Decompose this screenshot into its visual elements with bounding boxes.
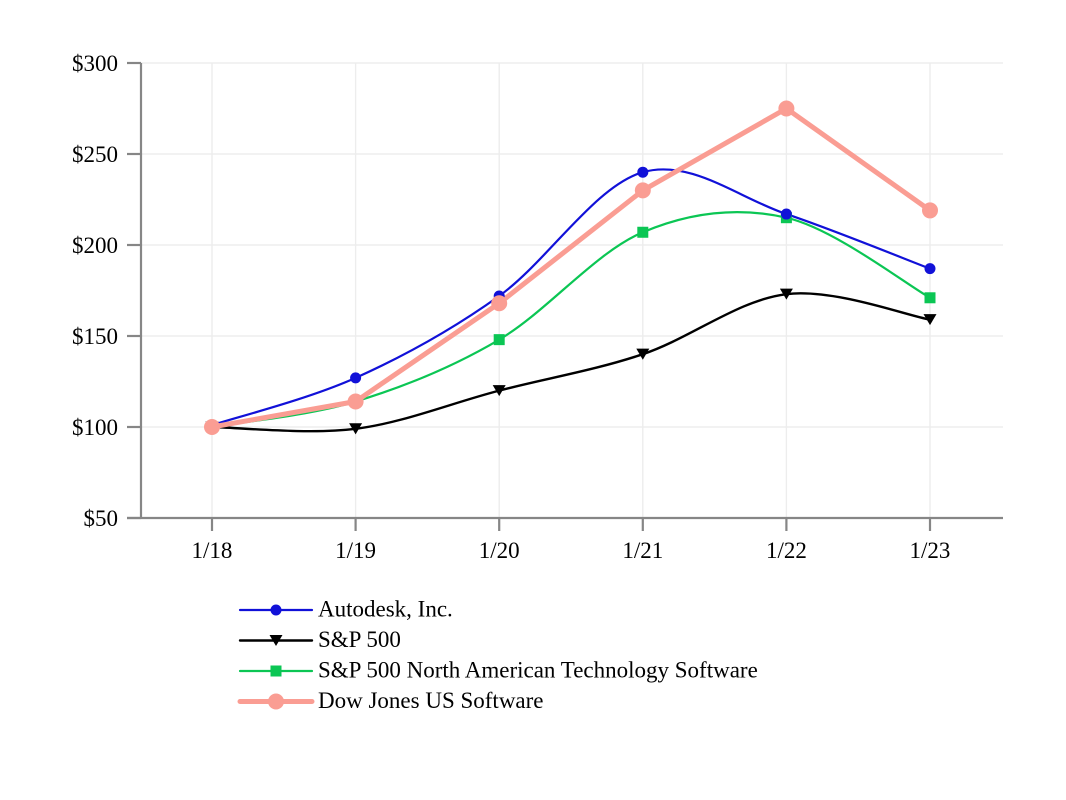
- data-point-marker: [924, 292, 936, 304]
- y-tick-label: $300: [72, 51, 118, 76]
- chart-legend: Autodesk, Inc. S&P 500 S&P 500 North Ameri…: [237, 596, 758, 713]
- data-point-marker: [780, 208, 792, 220]
- data-point-marker: [492, 385, 506, 397]
- legend-marker-swatch: [269, 634, 283, 647]
- data-point-marker: [922, 202, 938, 219]
- y-tick-label: $150: [72, 324, 118, 349]
- chart-axes: [127, 63, 1003, 520]
- data-point-marker: [349, 423, 363, 435]
- data-point-marker: [493, 334, 505, 346]
- data-point-marker: [779, 288, 793, 300]
- series-markers-group: [204, 100, 938, 435]
- data-point-marker: [637, 226, 649, 238]
- legend-label: S&P 500: [318, 627, 401, 652]
- legend-marker-swatch: [270, 604, 282, 616]
- series-lines-group: [209, 106, 933, 433]
- series-line: [210, 292, 932, 433]
- data-point-marker: [778, 100, 795, 117]
- data-point-marker: [634, 182, 651, 199]
- data-point-marker: [637, 166, 649, 178]
- x-tick-label: 1/21: [622, 538, 663, 563]
- series-line: [210, 168, 932, 427]
- x-tick-label: 1/18: [192, 538, 233, 563]
- data-point-marker: [347, 393, 364, 410]
- y-tick-label: $50: [84, 506, 119, 531]
- y-axis-ticks: [127, 61, 141, 520]
- x-axis-ticks: [210, 518, 932, 531]
- legend-marker-swatch: [270, 665, 282, 677]
- data-point-marker: [204, 419, 220, 435]
- legend-marker-swatch: [268, 693, 284, 710]
- y-tick-label: $200: [72, 233, 118, 258]
- legend-label: Dow Jones US Software: [318, 688, 544, 713]
- data-point-marker: [923, 314, 937, 326]
- x-tick-label: 1/23: [910, 538, 951, 563]
- x-tick-label: 1/20: [479, 538, 520, 563]
- x-tick-label: 1/22: [766, 538, 807, 563]
- series-line: [209, 106, 933, 430]
- y-tick-label: $100: [72, 415, 118, 440]
- data-point-marker: [924, 263, 936, 275]
- y-tick-label: $250: [72, 142, 118, 167]
- y-axis-tick-labels: $300 $250 $200 $150 $100 $50: [72, 51, 118, 531]
- legend-label: S&P 500 North American Technology Softwa…: [318, 657, 758, 682]
- data-point-marker: [350, 372, 362, 384]
- x-axis-tick-labels: 1/18 1/19 1/20 1/21 1/22 1/23: [192, 538, 951, 563]
- x-tick-label: 1/19: [335, 538, 376, 563]
- data-point-marker: [491, 295, 508, 312]
- data-point-marker: [636, 348, 650, 360]
- legend-label: Autodesk, Inc.: [318, 596, 453, 621]
